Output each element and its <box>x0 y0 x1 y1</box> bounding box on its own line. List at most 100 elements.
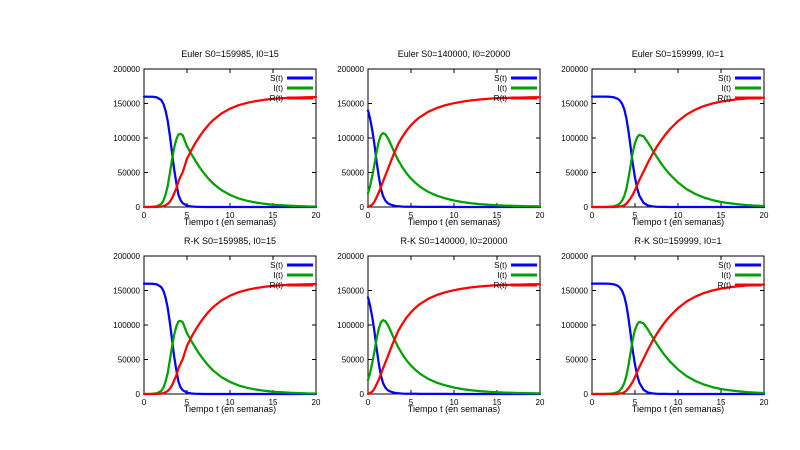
plot-frame <box>591 255 765 395</box>
sir-plot-rk-3: R-K S0=159999, I0=1 0 5 10 15 20 0 50000 100000… <box>561 236 769 414</box>
plot-area: 0 5 10 15 20 0 50000 100000 150000 200000 S(t)I(t)… <box>113 65 321 220</box>
series-I-line <box>366 132 542 208</box>
y-tick-label: 0 <box>360 203 365 212</box>
y-tick-label: 50000 <box>118 356 141 365</box>
legend-label-S: S(t) <box>270 74 283 83</box>
legend-label-I: I(t) <box>721 84 731 93</box>
y-tick-label: 100000 <box>113 321 140 330</box>
x-axis-label: Tiempo t (en semanas) <box>632 404 724 414</box>
y-tick-label: 200000 <box>337 65 364 74</box>
x-tick-label: 5 <box>185 398 190 407</box>
subplot-rk-2: R-K S0=140000, I0=20000 0 5 10 15 20 0 50000 10… <box>328 228 552 415</box>
y-tick-label: 100000 <box>561 321 588 330</box>
series-R-line <box>366 283 542 396</box>
series-R-line <box>142 282 318 396</box>
plot-title: R-K S0=159999, I0=1 <box>634 236 721 246</box>
y-tick-label: 100000 <box>337 134 364 143</box>
x-tick-label: 20 <box>312 398 321 407</box>
x-tick-label: 10 <box>450 398 459 407</box>
legend-label-S: S(t) <box>494 261 507 270</box>
legend-label-S: S(t) <box>270 261 283 270</box>
y-tick-label: 50000 <box>566 356 589 365</box>
legend-label-I: I(t) <box>497 271 507 280</box>
series-I-line <box>366 319 542 395</box>
legend-label-R: R(t) <box>270 281 284 290</box>
y-tick-label: 50000 <box>342 356 365 365</box>
y-tick-label: 0 <box>584 203 589 212</box>
series-I-line <box>142 132 318 209</box>
x-tick-label: 5 <box>633 398 638 407</box>
y-tick-label: 200000 <box>561 252 588 261</box>
legend-label-S: S(t) <box>718 261 731 270</box>
y-tick-label: 150000 <box>337 100 364 109</box>
sir-plot-rk-2: R-K S0=140000, I0=20000 0 5 10 15 20 0 50000 10… <box>337 236 545 414</box>
x-axis-label: Tiempo t (en semanas) <box>184 217 276 227</box>
x-tick-label: 15 <box>717 398 726 407</box>
x-tick-label: 0 <box>366 211 371 220</box>
x-tick-label: 15 <box>493 211 502 220</box>
x-tick-label: 0 <box>142 398 147 407</box>
legend-label-S: S(t) <box>718 74 731 83</box>
legend-label-R: R(t) <box>718 94 732 103</box>
y-tick-label: 50000 <box>566 169 589 178</box>
legend-label-R: R(t) <box>718 281 732 290</box>
plot-frame <box>367 255 541 395</box>
y-tick-label: 150000 <box>113 100 140 109</box>
sir-plot-euler-1: Euler S0=159985, I0=15 0 5 10 15 20 0 50000 100… <box>113 49 321 227</box>
plot-title: R-K S0=140000, I0=20000 <box>400 236 507 246</box>
x-tick-label: 15 <box>717 211 726 220</box>
x-tick-label: 5 <box>409 398 414 407</box>
y-tick-label: 200000 <box>113 65 140 74</box>
x-tick-label: 20 <box>312 211 321 220</box>
y-tick-label: 200000 <box>113 252 140 261</box>
plot-title: Euler S0=140000, I0=20000 <box>398 49 511 59</box>
x-tick-label: 10 <box>674 398 683 407</box>
series-S-line <box>366 296 542 396</box>
x-tick-label: 10 <box>226 211 235 220</box>
x-tick-label: 5 <box>633 211 638 220</box>
series-R-line <box>142 95 318 209</box>
x-axis-label: Tiempo t (en semanas) <box>408 404 500 414</box>
series-R-line <box>590 283 766 396</box>
sir-plot-euler-3: Euler S0=159999, I0=1 0 5 10 15 20 0 50000 1000… <box>561 49 769 227</box>
x-tick-label: 5 <box>185 211 190 220</box>
x-tick-label: 0 <box>590 398 595 407</box>
series-R-line <box>590 96 766 209</box>
series-I-line <box>590 133 766 209</box>
x-tick-label: 10 <box>450 211 459 220</box>
x-tick-label: 0 <box>142 211 147 220</box>
plot-title: Euler S0=159999, I0=1 <box>632 49 725 59</box>
y-tick-label: 100000 <box>113 134 140 143</box>
y-tick-label: 0 <box>136 203 141 212</box>
legend-label-I: I(t) <box>497 84 507 93</box>
x-axis-label: Tiempo t (en semanas) <box>632 217 724 227</box>
subplot-euler-2: Euler S0=140000, I0=20000 0 5 10 15 20 0 50000… <box>328 41 552 228</box>
y-tick-label: 150000 <box>561 100 588 109</box>
x-tick-label: 10 <box>226 398 235 407</box>
legend-label-R: R(t) <box>494 94 508 103</box>
x-axis-label: Tiempo t (en semanas) <box>408 217 500 227</box>
y-tick-label: 50000 <box>342 169 365 178</box>
x-axis-label: Tiempo t (en semanas) <box>184 404 276 414</box>
y-tick-label: 50000 <box>118 169 141 178</box>
legend-label-S: S(t) <box>494 74 507 83</box>
subplot-rk-1: R-K S0=159985, I0=15 0 5 10 15 20 0 50000 10000… <box>104 228 328 415</box>
subplot-rk-3: R-K S0=159999, I0=1 0 5 10 15 20 0 50000 100000… <box>552 228 776 415</box>
x-tick-label: 0 <box>590 211 595 220</box>
plot-area: 0 5 10 15 20 0 50000 100000 150000 200000 S(t)I(t)… <box>337 252 545 407</box>
x-tick-label: 20 <box>760 211 769 220</box>
x-tick-label: 15 <box>269 398 278 407</box>
y-tick-label: 0 <box>584 390 589 399</box>
plot-frame <box>367 68 541 208</box>
x-tick-label: 10 <box>674 211 683 220</box>
series-S-line <box>590 282 766 396</box>
plot-title: R-K S0=159985, I0=15 <box>184 236 276 246</box>
series-I-line <box>142 319 318 396</box>
legend-label-I: I(t) <box>273 271 283 280</box>
y-tick-label: 100000 <box>561 134 588 143</box>
y-tick-label: 0 <box>360 390 365 399</box>
plot-area: 0 5 10 15 20 0 50000 100000 150000 200000 S(t)I(t)… <box>113 252 321 407</box>
series-I-line <box>590 320 766 396</box>
legend-label-R: R(t) <box>494 281 508 290</box>
y-tick-label: 200000 <box>337 252 364 261</box>
